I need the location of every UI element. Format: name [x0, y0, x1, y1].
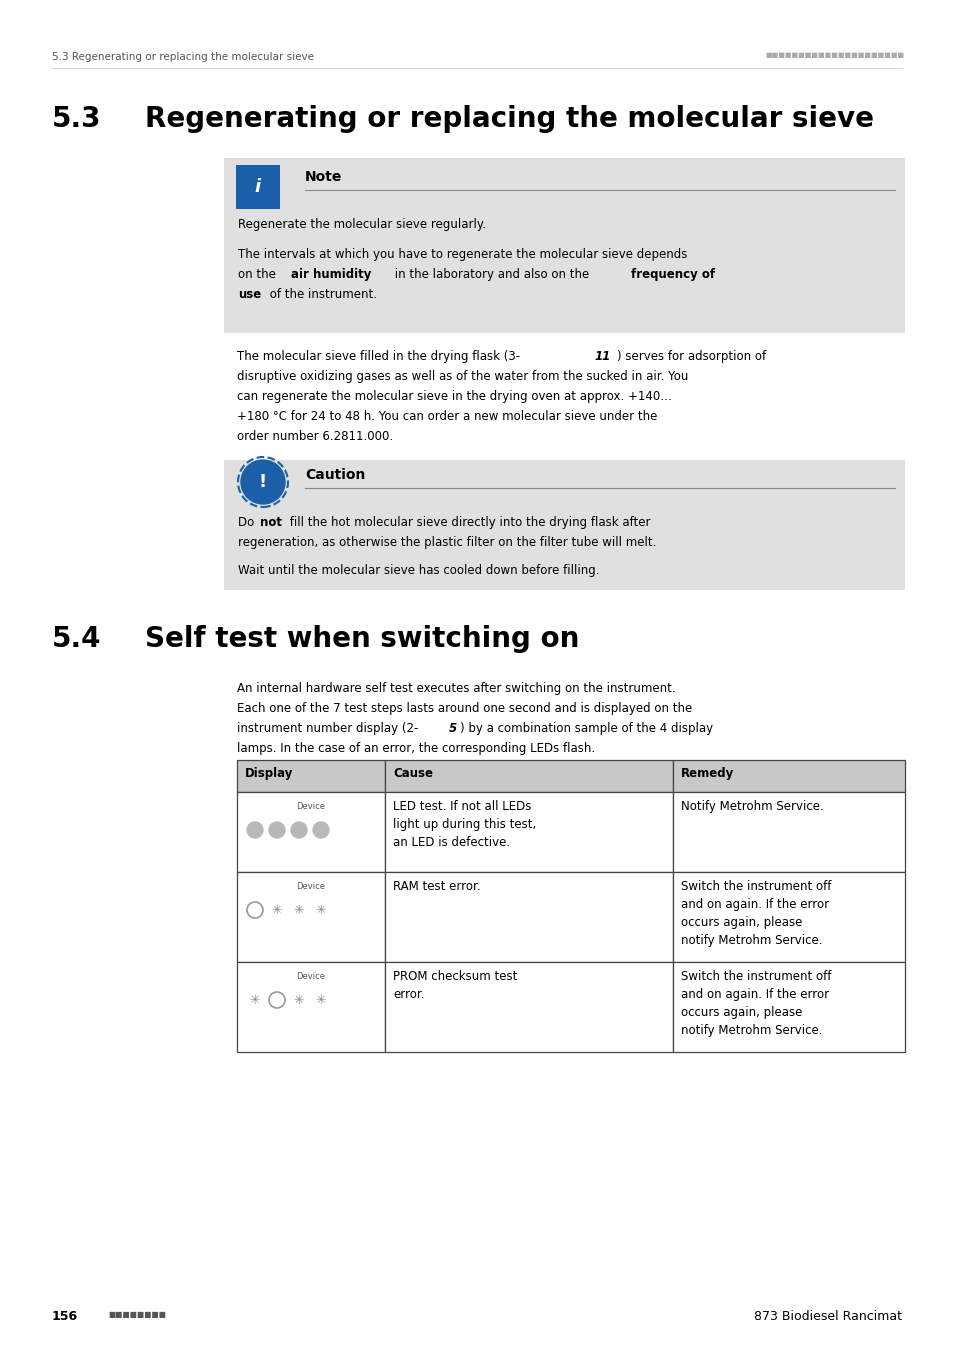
Text: ✳: ✳ — [294, 994, 304, 1007]
Circle shape — [241, 460, 285, 504]
Text: PROM checksum test
error.: PROM checksum test error. — [393, 971, 517, 1000]
FancyBboxPatch shape — [224, 460, 904, 590]
Text: order number 6.2811.000.: order number 6.2811.000. — [236, 431, 393, 443]
FancyBboxPatch shape — [236, 963, 385, 1052]
Text: ✳: ✳ — [294, 903, 304, 917]
Text: ✳: ✳ — [250, 994, 260, 1007]
Text: frequency of: frequency of — [630, 269, 715, 281]
Text: Device: Device — [296, 882, 325, 891]
FancyBboxPatch shape — [236, 792, 385, 872]
Text: Self test when switching on: Self test when switching on — [145, 625, 578, 653]
Text: ) serves for adsorption of: ) serves for adsorption of — [617, 350, 765, 363]
Text: regeneration, as otherwise the plastic filter on the filter tube will melt.: regeneration, as otherwise the plastic f… — [237, 536, 656, 549]
Text: Notify Metrohm Service.: Notify Metrohm Service. — [680, 801, 822, 813]
Text: Cause: Cause — [393, 767, 433, 780]
Text: ✳: ✳ — [315, 903, 326, 917]
Circle shape — [313, 822, 329, 838]
Text: 156: 156 — [52, 1310, 78, 1323]
Text: fill the hot molecular sieve directly into the drying flask after: fill the hot molecular sieve directly in… — [286, 516, 650, 529]
FancyBboxPatch shape — [385, 760, 672, 792]
Text: 873 Biodiesel Rancimat: 873 Biodiesel Rancimat — [753, 1310, 901, 1323]
Text: An internal hardware self test executes after switching on the instrument.: An internal hardware self test executes … — [236, 682, 675, 695]
Text: Each one of the 7 test steps lasts around one second and is displayed on the: Each one of the 7 test steps lasts aroun… — [236, 702, 692, 716]
Text: Do: Do — [237, 516, 257, 529]
Text: 5.3: 5.3 — [52, 105, 101, 134]
FancyBboxPatch shape — [672, 872, 904, 963]
Text: ✳: ✳ — [272, 903, 282, 917]
Text: Remedy: Remedy — [680, 767, 734, 780]
Circle shape — [247, 822, 263, 838]
Text: instrument number display (2-: instrument number display (2- — [236, 722, 418, 734]
Text: air humidity: air humidity — [291, 269, 371, 281]
Text: can regenerate the molecular sieve in the drying oven at approx. +140…: can regenerate the molecular sieve in th… — [236, 390, 671, 404]
Text: on the: on the — [237, 269, 279, 281]
FancyBboxPatch shape — [672, 963, 904, 1052]
Text: Switch the instrument off
and on again. If the error
occurs again, please
notify: Switch the instrument off and on again. … — [680, 880, 830, 946]
Text: Device: Device — [296, 972, 325, 981]
Text: lamps. In the case of an error, the corresponding LEDs flash.: lamps. In the case of an error, the corr… — [236, 743, 595, 755]
Text: Regenerating or replacing the molecular sieve: Regenerating or replacing the molecular … — [145, 105, 873, 134]
FancyBboxPatch shape — [236, 760, 385, 792]
Text: 5.3 Regenerating or replacing the molecular sieve: 5.3 Regenerating or replacing the molecu… — [52, 53, 314, 62]
Text: The intervals at which you have to regenerate the molecular sieve depends: The intervals at which you have to regen… — [237, 248, 687, 261]
Text: Caution: Caution — [305, 468, 365, 482]
Text: 11: 11 — [595, 350, 611, 363]
Text: use: use — [237, 288, 261, 301]
Text: +180 °C for 24 to 48 h. You can order a new molecular sieve under the: +180 °C for 24 to 48 h. You can order a … — [236, 410, 657, 423]
Text: ) by a combination sample of the 4 display: ) by a combination sample of the 4 displ… — [459, 722, 713, 734]
Text: The molecular sieve filled in the drying flask (3-: The molecular sieve filled in the drying… — [236, 350, 519, 363]
Text: !: ! — [258, 472, 267, 491]
Text: Display: Display — [245, 767, 294, 780]
FancyBboxPatch shape — [672, 760, 904, 792]
Text: Device: Device — [296, 802, 325, 811]
FancyBboxPatch shape — [385, 963, 672, 1052]
Text: 5.4: 5.4 — [52, 625, 101, 653]
Text: ■■■■■■■■■■■■■■■■■■■■■: ■■■■■■■■■■■■■■■■■■■■■ — [765, 53, 904, 58]
Text: ✳: ✳ — [315, 994, 326, 1007]
Circle shape — [269, 822, 285, 838]
Text: Regenerate the molecular sieve regularly.: Regenerate the molecular sieve regularly… — [237, 217, 485, 231]
Text: 5: 5 — [449, 722, 456, 734]
FancyBboxPatch shape — [672, 792, 904, 872]
Text: ■■■■■■■■: ■■■■■■■■ — [108, 1310, 166, 1319]
Text: RAM test error.: RAM test error. — [393, 880, 480, 892]
Circle shape — [291, 822, 307, 838]
FancyBboxPatch shape — [224, 158, 904, 333]
FancyBboxPatch shape — [385, 872, 672, 963]
Text: not: not — [260, 516, 282, 529]
Text: in the laboratory and also on the: in the laboratory and also on the — [391, 269, 593, 281]
Text: Note: Note — [305, 170, 342, 184]
Text: Wait until the molecular sieve has cooled down before filling.: Wait until the molecular sieve has coole… — [237, 564, 598, 576]
FancyBboxPatch shape — [236, 872, 385, 963]
Text: of the instrument.: of the instrument. — [266, 288, 376, 301]
FancyBboxPatch shape — [385, 792, 672, 872]
Text: Switch the instrument off
and on again. If the error
occurs again, please
notify: Switch the instrument off and on again. … — [680, 971, 830, 1037]
FancyBboxPatch shape — [235, 165, 280, 209]
Text: LED test. If not all LEDs
light up during this test,
an LED is defective.: LED test. If not all LEDs light up durin… — [393, 801, 536, 849]
Text: disruptive oxidizing gases as well as of the water from the sucked in air. You: disruptive oxidizing gases as well as of… — [236, 370, 688, 383]
Text: i: i — [254, 178, 261, 196]
